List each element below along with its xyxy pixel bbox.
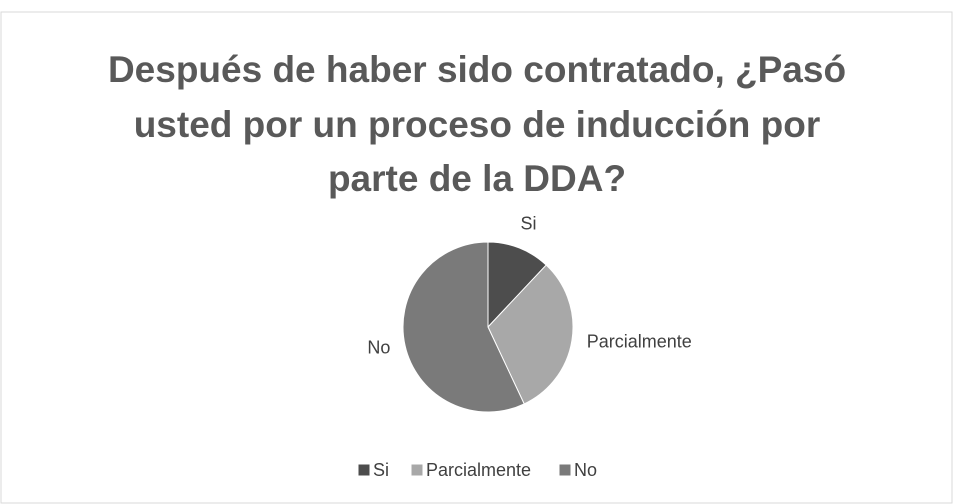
legend-label: Parcialmente xyxy=(426,460,531,480)
slice-label: Parcialmente xyxy=(587,331,692,351)
legend-swatch xyxy=(558,463,572,477)
chart-title: usted por un proceso de inducción por xyxy=(134,104,821,145)
chart-title: parte de la DDA? xyxy=(328,158,626,199)
legend-label: No xyxy=(574,460,597,480)
slice-label: No xyxy=(367,338,390,358)
pie-slice xyxy=(402,241,525,413)
slice-label: Si xyxy=(520,213,536,233)
legend-swatch xyxy=(357,463,371,477)
chart-title: Después de haber sido contratado, ¿Pasó xyxy=(108,49,846,90)
legend-label: Si xyxy=(373,460,389,480)
pie-slice xyxy=(487,241,547,329)
legend-swatch xyxy=(410,463,424,477)
pie-slice xyxy=(487,264,574,405)
